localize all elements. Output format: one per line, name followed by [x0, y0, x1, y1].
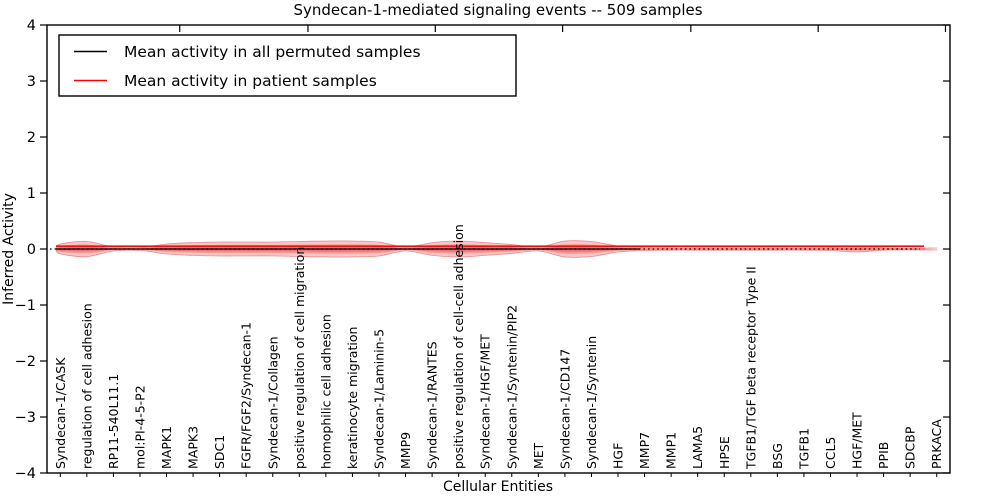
- y-tick-label: 1: [27, 186, 36, 202]
- mean-lines-layer: [50, 245, 924, 250]
- plot-frame: [46, 24, 951, 474]
- x-tick-label: FGFR/FGF2/Syndecan-1: [239, 322, 254, 469]
- x-tick-label: CCL5: [823, 437, 838, 469]
- legend-patient-label: Mean activity in patient samples: [124, 72, 377, 90]
- x-tick-label: Syndecan-1/Collagen: [265, 336, 280, 469]
- x-tick-label: PPIB: [876, 442, 891, 469]
- x-tick-label: MMP9: [398, 432, 413, 469]
- y-tick-label: −4: [15, 466, 36, 482]
- y-tick-label: −3: [15, 410, 36, 426]
- x-tick-label: homophilic cell adhesion: [318, 314, 333, 469]
- x-tick-label: Syndecan-1/HGF/MET: [478, 334, 493, 469]
- legend: Mean activity in all permuted samples Me…: [58, 34, 517, 97]
- x-tick-label: positive regulation of cell migration: [292, 247, 307, 469]
- x-tick-label: MET: [531, 442, 546, 469]
- y-tick-label: −1: [15, 298, 36, 314]
- x-tick-label: RP11-540L11.1: [106, 374, 121, 469]
- x-tick-label: keratinocyte migration: [345, 327, 360, 469]
- legend-box: [58, 34, 517, 97]
- x-tick-label: Syndecan-1/RANTES: [425, 341, 440, 469]
- x-tick-label: Syndecan-1/CD147: [557, 349, 572, 469]
- legend-permuted-label: Mean activity in all permuted samples: [124, 43, 421, 61]
- y-axis-title: Inferred Activity: [1, 193, 17, 305]
- x-tick-label: Syndecan-1/Syntenin: [584, 336, 599, 469]
- x-tick-label: TGFB1/TGF beta receptor Type II: [743, 266, 758, 470]
- x-tick-label: HGF/MET: [850, 412, 865, 469]
- x-tick-label: regulation of cell adhesion: [79, 303, 94, 469]
- x-tick-label: SDC1: [212, 435, 227, 469]
- y-tick-labels-layer: 4 3 2 1 0 −1 −2 −3 −4: [15, 18, 36, 482]
- x-tick-label: MMP7: [637, 432, 652, 469]
- x-tick-label: MAPK3: [186, 426, 201, 469]
- x-tick-label: PRKACA: [929, 419, 944, 469]
- x-tick-label: positive regulation of cell-cell adhesio…: [451, 224, 466, 469]
- y-tick-label: 4: [27, 18, 36, 34]
- chart-title: Syndecan-1-mediated signaling events -- …: [293, 1, 702, 19]
- x-tick-label: MMP1: [664, 432, 679, 469]
- x-axis-title: Cellular Entities: [443, 479, 553, 495]
- y-tick-label: 3: [27, 74, 36, 90]
- x-tick-label: mol:PI-4-5-P2: [133, 385, 148, 469]
- x-tick-label: BSG: [770, 443, 785, 469]
- x-tick-label: Syndecan-1/Syntenin/PIP2: [504, 305, 519, 469]
- y-tick-label: 2: [27, 130, 36, 146]
- x-tick-labels-layer: Syndecan-1/CASK regulation of cell adhesi…: [53, 224, 944, 470]
- x-tick-label: HGF: [611, 443, 626, 469]
- x-tick-label: TGFB1: [796, 428, 811, 470]
- x-tick-label: Syndecan-1/CASK: [53, 357, 68, 469]
- x-tick-label: SDCBP: [903, 426, 918, 469]
- x-tick-label: HPSE: [717, 436, 732, 469]
- x-tick-label: MAPK1: [159, 426, 174, 469]
- x-tick-label: Syndecan-1/Laminin-5: [372, 329, 387, 469]
- x-tick-label: LAMA5: [690, 426, 705, 469]
- y-tick-label: −2: [15, 354, 36, 370]
- y-tick-label: 0: [27, 242, 36, 258]
